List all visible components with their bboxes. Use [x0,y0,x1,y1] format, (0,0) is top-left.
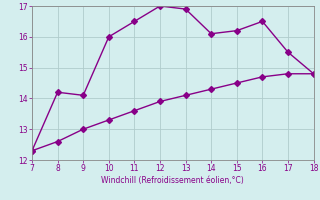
X-axis label: Windchill (Refroidissement éolien,°C): Windchill (Refroidissement éolien,°C) [101,176,244,185]
